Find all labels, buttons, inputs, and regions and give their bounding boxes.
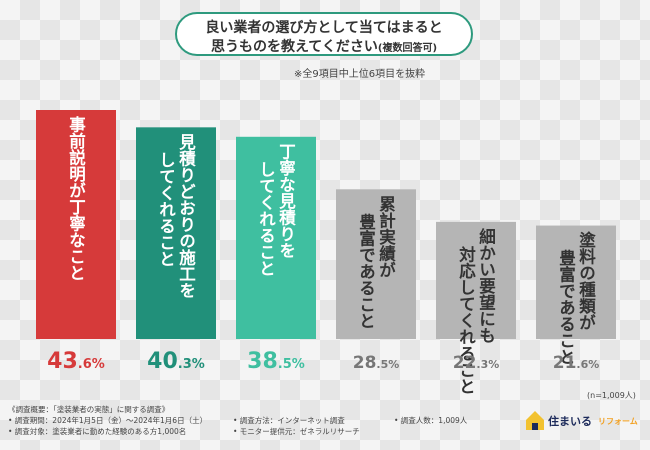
- subset-note: ※全9項目中上位6項目を抜粋: [294, 69, 426, 80]
- category-label: してくれること: [157, 151, 176, 267]
- bar-1: [36, 110, 116, 339]
- logo-house-door: [532, 423, 538, 430]
- value-label: 40.3%: [147, 349, 205, 374]
- sample-size-note: (n=1,009人): [587, 391, 636, 400]
- category-label: 見積りどおりの施工を: [177, 133, 197, 298]
- chart-title-box: 良い業者の選び方として当てはまると 思うものを教えてください(複数回答可): [175, 12, 473, 56]
- bar-2: [136, 127, 216, 339]
- bar-6: [536, 225, 616, 339]
- footer-line: • 調査方法：インターネット調査: [233, 416, 345, 425]
- category-label: 事前説明が丁寧なこと: [67, 116, 86, 281]
- logo-house-icon: [526, 411, 544, 430]
- bar-chart: 事前説明が丁寧なこと43.6%見積りどおりの施工をしてくれること40.3%丁寧な…: [36, 110, 616, 394]
- logo-text: 住まいる: [548, 414, 592, 428]
- company-logo: 住まいる リフォーム: [526, 411, 638, 430]
- category-label: 豊富であること: [557, 248, 576, 365]
- category-label: 累計実績が: [377, 195, 396, 278]
- footer-survey-method: • 調査方法：インターネット調査 • モニター提供元：ゼネラルリサーチ: [233, 415, 360, 437]
- chart-title-line1: 良い業者の選び方として当てはまると: [205, 20, 443, 36]
- value-label: 22.3%: [453, 353, 500, 373]
- category-label: 細かい要望にも: [477, 226, 496, 343]
- value-label: 28.5%: [353, 353, 400, 373]
- footer-line: • 調査期間：2024年1月5日（金）〜2024年1月6日（土）: [8, 416, 208, 425]
- footer-line: • 調査対象：塗装業者に勤めた経験のある方1,000名: [8, 427, 187, 436]
- footer-line: • モニター提供元：ゼネラルリサーチ: [233, 427, 360, 436]
- bar-5: [436, 221, 516, 339]
- bar-4: [336, 189, 416, 339]
- chart-title-suffix: (複数回答可): [377, 43, 438, 54]
- logo-subtext: リフォーム: [598, 417, 638, 426]
- category-label: 豊富であること: [357, 212, 376, 329]
- footer-line: 《調査概要：「塗装業者の実態」に関する調査》: [8, 405, 170, 414]
- category-label: 丁寧な見積りを: [277, 143, 297, 259]
- bar-3: [236, 136, 316, 339]
- value-label: 38.5%: [247, 349, 305, 374]
- chart-title-line2-text: 思うものを教えてください: [210, 39, 378, 55]
- category-label: 対応してくれること: [457, 244, 477, 394]
- footer-survey-count: • 調査人数：1,009人: [394, 415, 467, 426]
- category-label: してくれること: [257, 161, 276, 276]
- value-label: 43.6%: [47, 349, 105, 374]
- footer-survey-overview: 《調査概要：「塗装業者の実態」に関する調査》 • 調査期間：2024年1月5日（…: [8, 404, 207, 437]
- chart-title-line2: 思うものを教えてください(複数回答可): [177, 38, 471, 58]
- value-label: 21.6%: [553, 353, 600, 373]
- footer-line: • 調査人数：1,009人: [394, 416, 468, 425]
- category-label: 塗料の種類が: [577, 230, 597, 330]
